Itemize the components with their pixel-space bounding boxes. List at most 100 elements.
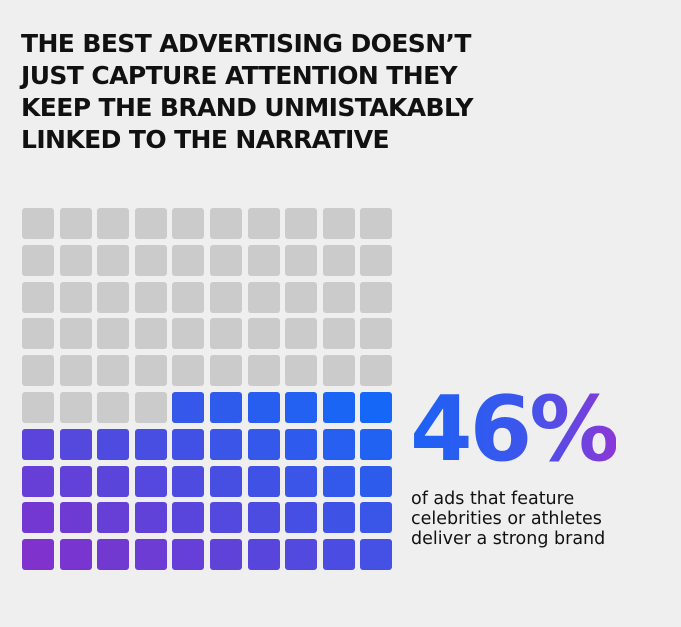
waffle-cell-filled bbox=[134, 539, 167, 571]
percent-value: 46% bbox=[410, 377, 619, 482]
waffle-cell-empty bbox=[322, 281, 355, 313]
waffle-cell-filled bbox=[322, 392, 355, 423]
waffle-cell-empty bbox=[247, 355, 280, 387]
waffle-cell-filled bbox=[210, 428, 242, 460]
waffle-cell-filled bbox=[322, 465, 355, 497]
waffle-cell-filled bbox=[360, 392, 393, 423]
waffle-cell-empty bbox=[134, 281, 167, 313]
waffle-cell-filled bbox=[360, 539, 393, 571]
waffle-cell-filled bbox=[172, 428, 205, 460]
waffle-cell-empty bbox=[59, 281, 92, 313]
waffle-cell-empty bbox=[360, 281, 393, 313]
waffle-cell-empty bbox=[134, 318, 167, 350]
waffle-cell-empty bbox=[59, 208, 92, 239]
waffle-cell-empty bbox=[134, 392, 167, 423]
waffle-cell-empty bbox=[210, 318, 242, 350]
waffle-cell-filled bbox=[97, 502, 130, 534]
waffle-cell-filled bbox=[59, 539, 92, 571]
waffle-chart bbox=[22, 208, 394, 572]
waffle-cell-empty bbox=[22, 281, 54, 313]
waffle-cell-empty bbox=[360, 318, 393, 350]
waffle-cell-empty bbox=[322, 244, 355, 276]
waffle-cell-empty bbox=[134, 208, 167, 239]
waffle-cell-empty bbox=[172, 318, 205, 350]
waffle-cell-filled bbox=[247, 502, 280, 534]
waffle-cell-filled bbox=[360, 502, 393, 534]
waffle-cell-filled bbox=[134, 502, 167, 534]
waffle-cell-empty bbox=[172, 208, 205, 239]
waffle-cell-filled bbox=[285, 392, 318, 423]
waffle-cell-empty bbox=[22, 208, 54, 239]
waffle-cell-filled bbox=[247, 428, 280, 460]
waffle-cell-empty bbox=[172, 281, 205, 313]
waffle-cell-empty bbox=[210, 355, 242, 387]
headline-line-2: JUST CAPTURE ATTENTION THEY bbox=[21, 61, 458, 90]
stat-caption: of ads that feature celebrities or athle… bbox=[411, 489, 671, 549]
waffle-cell-empty bbox=[134, 355, 167, 387]
waffle-cell-empty bbox=[22, 355, 54, 387]
waffle-cell-empty bbox=[97, 281, 130, 313]
waffle-cell-empty bbox=[172, 244, 205, 276]
waffle-cell-filled bbox=[322, 428, 355, 460]
waffle-cell-filled bbox=[22, 502, 54, 534]
waffle-cell-filled bbox=[360, 465, 393, 497]
caption-line-3: deliver a strong brand bbox=[411, 529, 606, 549]
waffle-cell-filled bbox=[322, 539, 355, 571]
waffle-cell-filled bbox=[97, 428, 130, 460]
waffle-cell-filled bbox=[22, 539, 54, 571]
waffle-cell-filled bbox=[59, 428, 92, 460]
waffle-cell-empty bbox=[97, 355, 130, 387]
waffle-cell-filled bbox=[134, 465, 167, 497]
waffle-cell-empty bbox=[97, 244, 130, 276]
waffle-cell-empty bbox=[247, 244, 280, 276]
waffle-cell-filled bbox=[172, 539, 205, 571]
waffle-cell-filled bbox=[59, 502, 92, 534]
waffle-cell-empty bbox=[59, 355, 92, 387]
waffle-cell-empty bbox=[59, 318, 92, 350]
waffle-cell-empty bbox=[247, 318, 280, 350]
waffle-cell-empty bbox=[134, 244, 167, 276]
waffle-cell-filled bbox=[360, 428, 393, 460]
waffle-cell-filled bbox=[210, 502, 242, 534]
waffle-cell-empty bbox=[285, 318, 318, 350]
waffle-cell-filled bbox=[172, 392, 205, 423]
waffle-cell-filled bbox=[97, 465, 130, 497]
caption-line-2: celebrities or athletes bbox=[411, 509, 602, 529]
waffle-cell-filled bbox=[285, 502, 318, 534]
waffle-cell-empty bbox=[59, 244, 92, 276]
waffle-cell-empty bbox=[97, 392, 130, 423]
waffle-cell-filled bbox=[22, 428, 54, 460]
waffle-cell-empty bbox=[22, 392, 54, 423]
waffle-cell-empty bbox=[247, 208, 280, 239]
waffle-cell-empty bbox=[360, 244, 393, 276]
headline-line-3: KEEP THE BRAND UNMISTAKABLY bbox=[21, 93, 474, 122]
headline-line-4: LINKED TO THE NARRATIVE bbox=[21, 125, 390, 154]
waffle-cell-empty bbox=[22, 244, 54, 276]
waffle-cell-empty bbox=[97, 318, 130, 350]
waffle-cell-empty bbox=[285, 208, 318, 239]
waffle-cell-filled bbox=[247, 465, 280, 497]
caption-line-1: of ads that feature bbox=[411, 489, 575, 509]
waffle-cell-filled bbox=[247, 539, 280, 571]
waffle-cell-filled bbox=[285, 465, 318, 497]
headline-line-1: THE BEST ADVERTISING DOESN’T bbox=[21, 29, 471, 58]
waffle-cell-filled bbox=[59, 465, 92, 497]
waffle-cell-filled bbox=[285, 539, 318, 571]
waffle-cell-empty bbox=[360, 208, 393, 239]
waffle-cell-empty bbox=[97, 208, 130, 239]
waffle-cell-filled bbox=[322, 502, 355, 534]
waffle-cell-empty bbox=[322, 318, 355, 350]
waffle-cell-empty bbox=[285, 281, 318, 313]
waffle-cell-filled bbox=[22, 465, 54, 497]
waffle-cell-empty bbox=[247, 281, 280, 313]
waffle-cell-empty bbox=[285, 355, 318, 387]
waffle-cell-empty bbox=[322, 355, 355, 387]
headline: THE BEST ADVERTISING DOESN’T JUST CAPTUR… bbox=[21, 28, 661, 156]
waffle-cell-empty bbox=[172, 355, 205, 387]
waffle-cell-empty bbox=[210, 208, 242, 239]
waffle-cell-empty bbox=[360, 355, 393, 387]
waffle-cell-empty bbox=[285, 244, 318, 276]
waffle-cell-filled bbox=[134, 428, 167, 460]
waffle-cell-filled bbox=[285, 428, 318, 460]
waffle-cell-filled bbox=[172, 465, 205, 497]
